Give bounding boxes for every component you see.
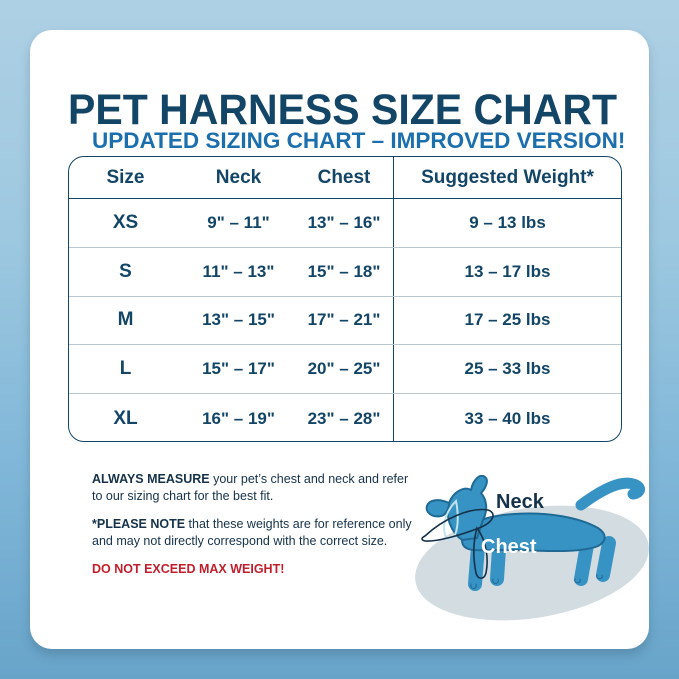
svg-text:Chest: Chest — [481, 536, 537, 558]
svg-text:Neck: Neck — [496, 491, 545, 513]
